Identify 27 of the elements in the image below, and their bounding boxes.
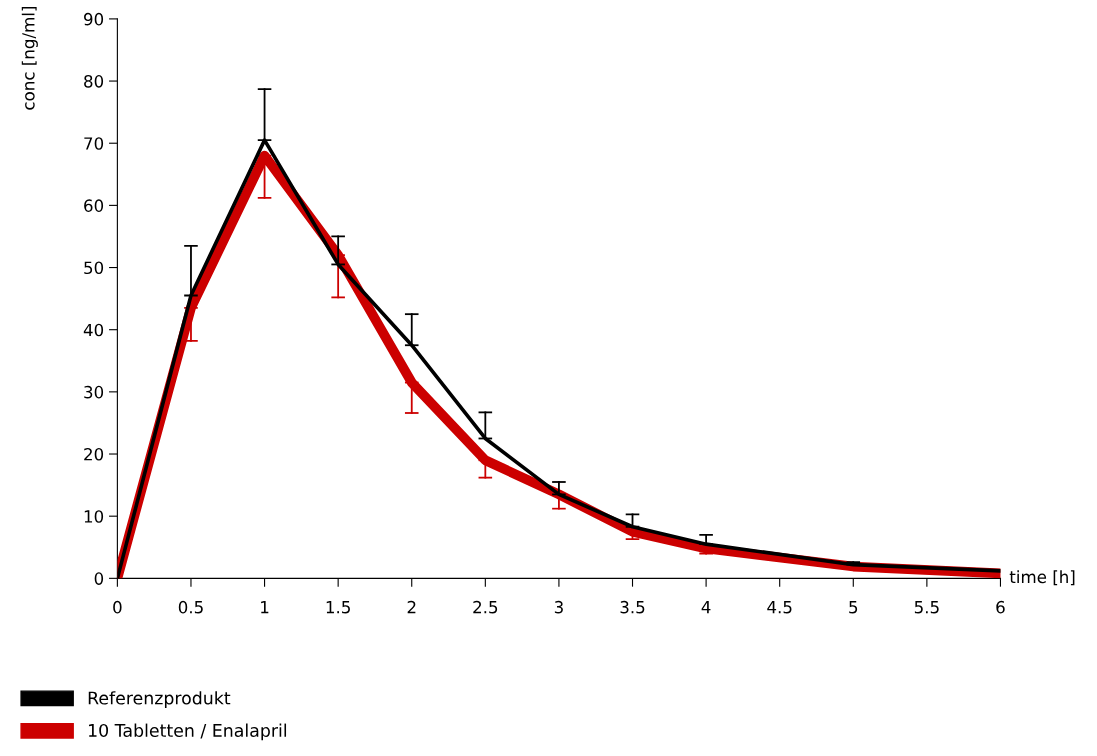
y-tick-label: 60 bbox=[84, 199, 104, 212]
legend-label: 10 Tabletten / Enalapril bbox=[88, 723, 287, 741]
y-tick-label: 50 bbox=[84, 261, 104, 275]
x-tick-label: 4.5 bbox=[767, 601, 792, 614]
x-tick-label: 2.5 bbox=[473, 600, 498, 614]
y-tick-label: 20 bbox=[84, 447, 104, 461]
y-tick-label: 80 bbox=[84, 75, 104, 88]
y-tick-label: 30 bbox=[84, 385, 104, 399]
x-tick-label: 2 bbox=[407, 600, 416, 614]
y-axis-title: conc [ng/ml] bbox=[21, 6, 38, 110]
x-tick-label: 6 bbox=[996, 600, 1005, 614]
x-tick-label: 5 bbox=[849, 601, 858, 614]
x-tick-label: 3 bbox=[554, 600, 563, 614]
x-tick-label: 0 bbox=[113, 600, 122, 614]
x-tick-label: 4 bbox=[701, 601, 711, 614]
legend-label: Referenzprodukt bbox=[88, 691, 231, 708]
y-tick-label: 0 bbox=[94, 572, 104, 585]
y-tick-label: 10 bbox=[84, 510, 104, 523]
x-tick-label: 1 bbox=[261, 601, 269, 614]
x-tick-label: 1.5 bbox=[326, 601, 350, 614]
y-tick-label: 40 bbox=[83, 323, 104, 337]
x-tick-label: 3.5 bbox=[620, 600, 645, 614]
x-tick-label: 5.5 bbox=[914, 601, 939, 614]
y-tick-label: 90 bbox=[84, 12, 104, 26]
x-axis-title: time [h] bbox=[1009, 570, 1075, 586]
x-tick-label: 0.5 bbox=[178, 600, 203, 614]
y-tick-label: 70 bbox=[84, 137, 104, 150]
